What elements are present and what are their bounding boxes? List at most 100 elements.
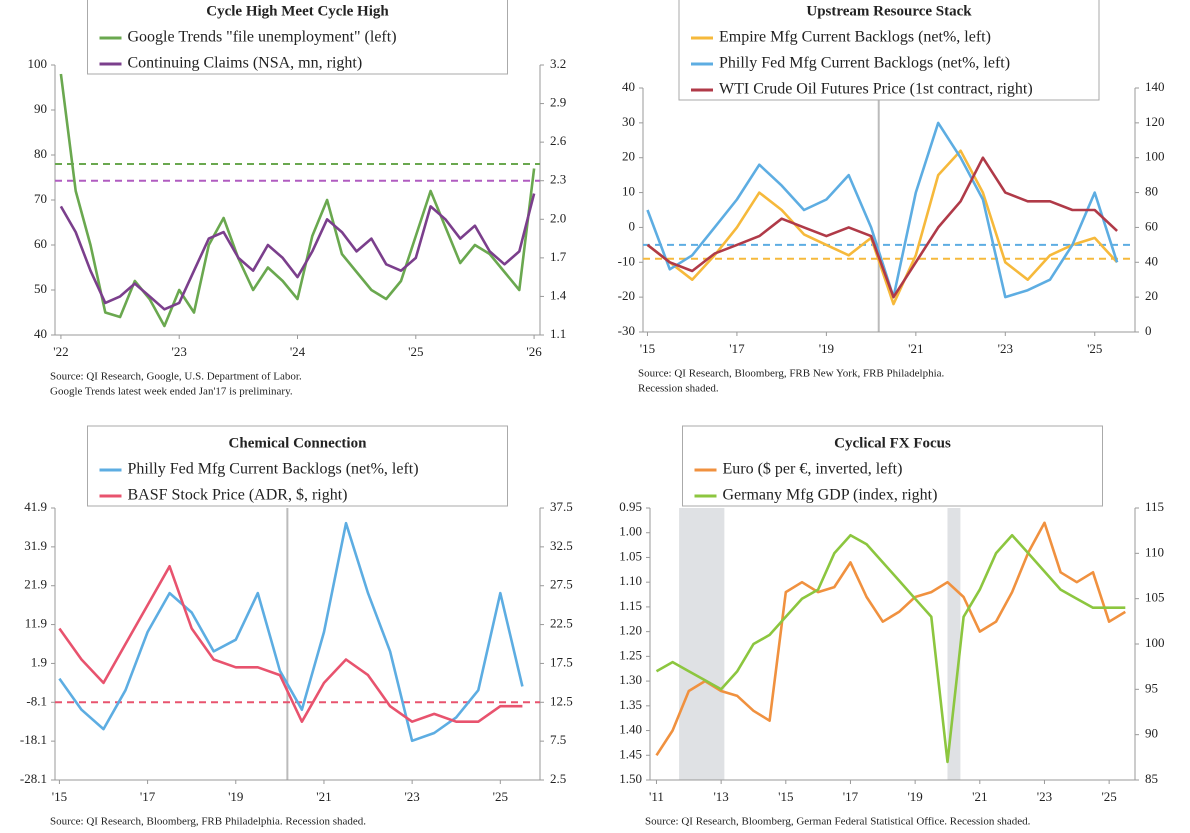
y-tick-label: 1.9	[31, 654, 47, 669]
source-note: Source: QI Research, Bloomberg, FRB Phil…	[50, 816, 366, 828]
y2-tick-label: 0	[1145, 323, 1152, 338]
y2-tick-label: 2.9	[550, 95, 566, 110]
y-tick-label: 0	[629, 218, 636, 233]
y2-tick-label: 27.5	[550, 577, 573, 592]
y2-tick-label: 140	[1145, 79, 1165, 94]
legend-label: WTI Crude Oil Futures Price (1st contrac…	[719, 81, 1033, 98]
y-tick-label: -18.1	[20, 732, 47, 747]
x-tick-label: '23	[404, 789, 419, 804]
x-tick-label: '19	[228, 789, 243, 804]
source-note: Google Trends latest week ended Jan'17 i…	[50, 386, 293, 398]
y2-tick-label: 20	[1145, 288, 1158, 303]
y2-tick-label: 3.2	[550, 56, 566, 71]
y-tick-label: -20	[618, 288, 635, 303]
y2-tick-label: 2.5	[550, 771, 566, 786]
y-tick-label: -10	[618, 253, 635, 268]
legend-box	[87, 425, 508, 507]
y-tick-label: 1.10	[619, 573, 642, 588]
y2-tick-label: 105	[1145, 590, 1165, 605]
y2-tick-label: 85	[1145, 771, 1158, 786]
y2-tick-label: 1.1	[550, 326, 566, 341]
source-note: Source: QI Research, Bloomberg, FRB New …	[638, 368, 945, 380]
x-tick-label: '25	[1101, 789, 1116, 804]
series-line	[646, 121, 1119, 299]
x-tick-label: '21	[972, 789, 987, 804]
y-tick-label: 21.9	[24, 577, 47, 592]
y-tick-label: 40	[34, 326, 47, 341]
y-tick-label: 1.05	[619, 548, 642, 563]
y2-tick-label: 2.0	[550, 210, 566, 225]
x-tick-label: '15	[640, 341, 655, 356]
series-line	[59, 73, 536, 328]
y2-tick-label: 2.3	[550, 172, 566, 187]
y-tick-label: 41.9	[24, 499, 47, 514]
y2-tick-label: 120	[1145, 114, 1165, 129]
legend-label: BASF Stock Price (ADR, $, right)	[128, 487, 348, 504]
y-tick-label: 70	[34, 191, 47, 206]
source-note: Recession shaded.	[638, 383, 719, 395]
y-tick-label: 40	[622, 79, 635, 94]
chart-title: Cycle High Meet Cycle High	[206, 3, 389, 19]
chart-title: Chemical Connection	[229, 435, 368, 451]
y-tick-label: -30	[618, 323, 635, 338]
x-tick-label: '19	[907, 789, 922, 804]
series-line	[655, 521, 1126, 757]
y2-tick-label: 1.4	[550, 287, 567, 302]
legend-label: Philly Fed Mfg Current Backlogs (net%, l…	[719, 55, 1010, 72]
series-line	[58, 565, 523, 723]
x-tick-label: '21	[908, 341, 923, 356]
y-tick-label: -8.1	[26, 693, 47, 708]
y-tick-label: 50	[34, 281, 47, 296]
legend-label: Continuing Claims (NSA, mn, right)	[128, 55, 363, 72]
chart-title: Upstream Resource Stack	[806, 3, 972, 19]
series-line	[646, 149, 1119, 306]
y-tick-label: 60	[34, 236, 47, 251]
y-tick-label: 31.9	[24, 538, 47, 553]
y2-tick-label: 60	[1145, 218, 1158, 233]
y-tick-label: 80	[34, 146, 47, 161]
y2-tick-label: 12.5	[550, 693, 573, 708]
series-line	[59, 193, 536, 311]
y-tick-label: 20	[622, 149, 635, 164]
y-tick-label: 1.30	[619, 672, 642, 687]
y2-tick-label: 95	[1145, 680, 1158, 695]
x-tick-label: '13	[713, 789, 728, 804]
y-tick-label: 1.45	[619, 746, 642, 761]
y2-tick-label: 1.7	[550, 249, 567, 264]
x-tick-label: '23	[172, 344, 187, 359]
y2-tick-label: 100	[1145, 635, 1165, 650]
y2-tick-label: 37.5	[550, 499, 573, 514]
x-tick-label: '25	[1087, 341, 1102, 356]
legend-label: Empire Mfg Current Backlogs (net%, left)	[719, 29, 991, 46]
y-tick-label: 10	[622, 184, 635, 199]
y-tick-label: 90	[34, 101, 47, 116]
x-tick-label: '17	[843, 789, 859, 804]
source-note: Source: QI Research, Bloomberg, German F…	[645, 816, 1031, 828]
y-tick-label: 30	[622, 114, 635, 129]
x-tick-label: '22	[53, 344, 68, 359]
y2-tick-label: 40	[1145, 253, 1158, 268]
y-tick-label: 11.9	[25, 616, 47, 631]
chart-panel: 0.95 1.00 1.05 1.10 1.15 1.20 1.25 1.30 1.35 1.40…	[619, 425, 1165, 828]
x-tick-label: '15	[778, 789, 793, 804]
chart-title: Cyclical FX Focus	[834, 435, 951, 451]
x-tick-label: '25	[493, 789, 508, 804]
source-note: Source: QI Research, Google, U.S. Depart…	[50, 371, 302, 383]
y2-tick-label: 17.5	[550, 654, 573, 669]
y2-tick-label: 110	[1145, 544, 1164, 559]
legend-label: Google Trends "file unemployment" (left)	[128, 29, 397, 46]
legend-label: Philly Fed Mfg Current Backlogs (net%, l…	[128, 461, 419, 478]
y2-tick-label: 90	[1145, 726, 1158, 741]
y2-tick-label: 80	[1145, 184, 1158, 199]
x-tick-label: '17	[140, 789, 156, 804]
y2-tick-label: 32.5	[550, 538, 573, 553]
x-tick-label: '23	[998, 341, 1013, 356]
y-tick-label: 1.20	[619, 623, 642, 638]
x-tick-label: '11	[649, 789, 664, 804]
x-tick-label: '17	[729, 341, 745, 356]
recession-band	[947, 508, 961, 780]
x-tick-label: '15	[52, 789, 67, 804]
legend-box	[87, 0, 508, 75]
